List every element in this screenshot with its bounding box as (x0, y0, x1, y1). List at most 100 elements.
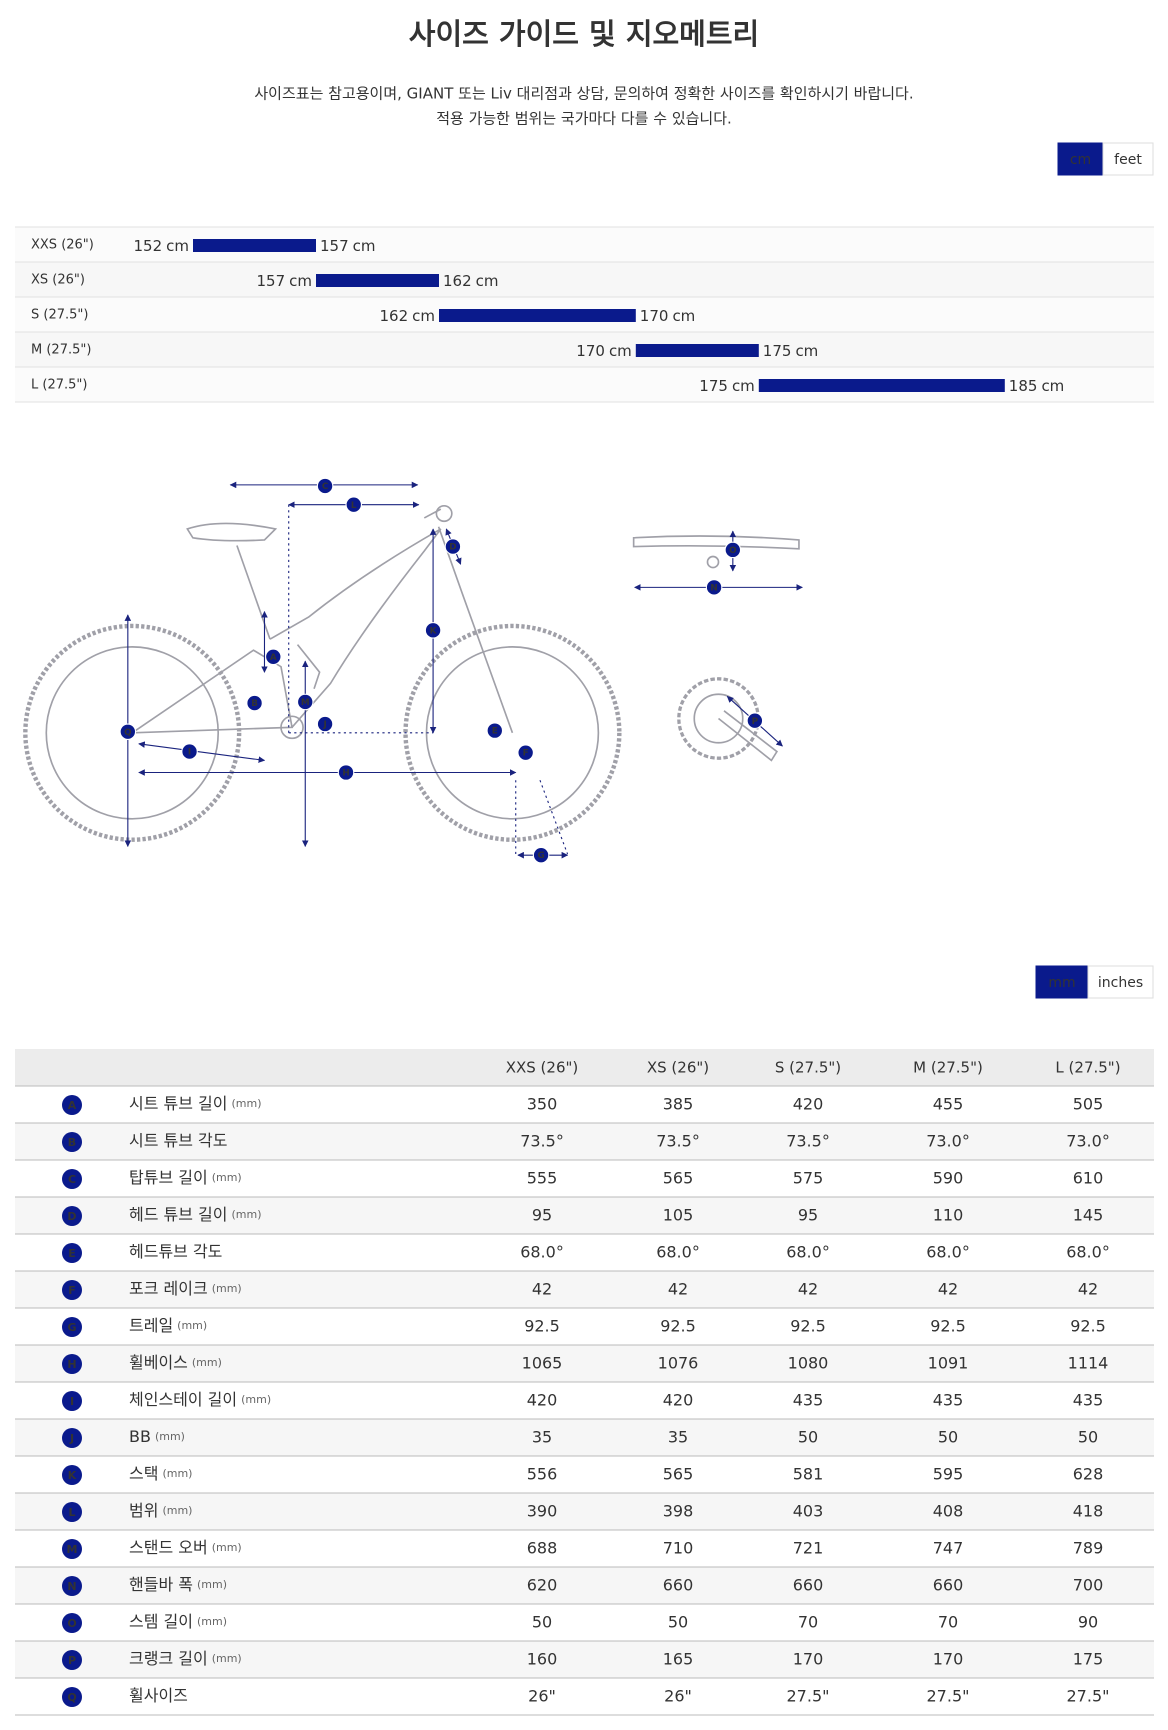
size-min-value: 152 (134, 237, 163, 255)
size-unit: cm (476, 272, 499, 290)
cell-value: 42 (532, 1280, 552, 1299)
row-name-text: 스탠드 오버 (129, 1538, 208, 1557)
cell-value: 73.0° (1066, 1132, 1110, 1151)
row-name-text: 탑튜브 길이 (129, 1168, 208, 1187)
cell-value: 50 (532, 1613, 552, 1632)
row-name: 휠사이즈 (129, 1686, 188, 1705)
intro-line: 사이즈표는 참고용이며, GIANT 또는 Liv 대리점과 상담, 문의하여 … (254, 85, 913, 103)
row-letter: L (68, 1506, 75, 1519)
diagram-letter-badge (424, 622, 442, 639)
cell-value: 27.5" (927, 1687, 970, 1706)
row-name-text: 휠사이즈 (129, 1686, 188, 1705)
cell-value: 710 (663, 1539, 694, 1558)
unit-toggle[interactable] (1057, 142, 1104, 176)
unit-toggle-label[interactable]: inches (1098, 975, 1143, 991)
letter-badge (62, 1576, 82, 1596)
cell-value: 26" (528, 1687, 556, 1706)
unit-toggle[interactable] (1087, 965, 1154, 999)
unit-toggle-label[interactable]: mm (1048, 975, 1075, 991)
size-max: 162 cm (443, 272, 499, 290)
size-max-value: 170 (640, 307, 669, 325)
size-unit: cm (166, 237, 189, 255)
column-header: S (27.5") (775, 1059, 841, 1077)
letter-badge (62, 1391, 82, 1411)
letter-badge (62, 1169, 82, 1189)
row-unit: (mm) (192, 1356, 222, 1369)
row-unit: (mm) (241, 1393, 271, 1406)
unit-toggle-label[interactable]: feet (1114, 152, 1142, 168)
row-unit: (mm) (212, 1541, 242, 1554)
column-header: XS (26") (647, 1059, 709, 1077)
diagram-letter: I (188, 748, 191, 758)
unit-toggle-label[interactable]: cm (1070, 152, 1091, 168)
size-range-bar (316, 274, 439, 287)
row-name: 시트 튜브 길이 (mm) (129, 1094, 262, 1113)
diagram-letter-badge (746, 712, 764, 729)
row-name: 핸들바 폭 (mm) (129, 1575, 227, 1594)
cell-value: 73.5° (656, 1132, 700, 1151)
diagram-letter: C (322, 482, 328, 492)
size-row (15, 262, 1154, 297)
letter-badge (62, 1317, 82, 1337)
row-letter: B (68, 1136, 76, 1149)
row-name-text: 크랭크 길이 (129, 1649, 208, 1668)
diagram-letter-badge (246, 694, 263, 712)
row-letter: I (70, 1395, 74, 1408)
size-range-bar (193, 239, 316, 252)
table-row (15, 1678, 1154, 1715)
table-row (15, 1493, 1154, 1530)
cell-value: 68.0° (926, 1243, 970, 1262)
cell-value: 42 (1078, 1280, 1098, 1299)
row-name-text: 범위 (129, 1501, 158, 1520)
size-range-bar (758, 379, 1005, 392)
letter-badge (62, 1132, 82, 1152)
unit-toggle[interactable] (1102, 142, 1154, 176)
table-row (15, 1604, 1154, 1641)
row-name-text: 휠베이스 (129, 1353, 188, 1372)
size-min-value: 162 (380, 307, 409, 325)
cell-value: 721 (793, 1539, 824, 1558)
row-name-text: 헤드튜브 각도 (129, 1242, 222, 1261)
cell-value: 50 (1078, 1428, 1098, 1447)
size-range-bar (439, 309, 636, 322)
row-unit: (mm) (177, 1319, 207, 1332)
table-row (15, 1234, 1154, 1271)
table-row (15, 1345, 1154, 1382)
letter-badge (62, 1465, 82, 1485)
letter-badge (62, 1502, 82, 1522)
row-letter: M (67, 1543, 78, 1556)
size-unit: cm (353, 237, 376, 255)
row-name: 포크 레이크 (mm) (129, 1279, 242, 1298)
cell-value: 170 (933, 1650, 964, 1669)
size-label: XXS (26") (31, 238, 94, 253)
diagram-letter-badge (265, 648, 282, 666)
cell-value: 408 (933, 1502, 964, 1521)
diagram-letter: N (710, 583, 717, 593)
cell-value: 68.0° (1066, 1243, 1110, 1262)
size-max: 157 cm (320, 237, 376, 255)
cell-value: 398 (663, 1502, 694, 1521)
cell-value: 73.0° (926, 1132, 970, 1151)
diagram-letter-badge (532, 846, 550, 864)
row-unit: (mm) (162, 1467, 192, 1480)
column-header: L (27.5") (1055, 1059, 1120, 1077)
size-unit: cm (412, 307, 435, 325)
size-unit: cm (795, 342, 818, 360)
size-unit: cm (609, 342, 632, 360)
cell-value: 70 (938, 1613, 958, 1632)
diagram-letter: K (430, 626, 438, 636)
table-row (15, 1641, 1154, 1678)
table-row (15, 1419, 1154, 1456)
table-row (15, 1567, 1154, 1604)
row-name-text: 헤드 튜브 길이 (129, 1205, 228, 1224)
row-letter: N (67, 1580, 76, 1593)
size-unit: cm (1041, 377, 1064, 395)
cell-value: 50 (668, 1613, 688, 1632)
row-letter: D (67, 1210, 76, 1223)
row-name-text: 스택 (129, 1464, 158, 1483)
cell-value: 660 (793, 1576, 824, 1595)
cell-value: 145 (1073, 1206, 1104, 1225)
row-unit: (mm) (197, 1615, 227, 1628)
letter-badge (62, 1243, 82, 1263)
table-row (15, 1123, 1154, 1160)
